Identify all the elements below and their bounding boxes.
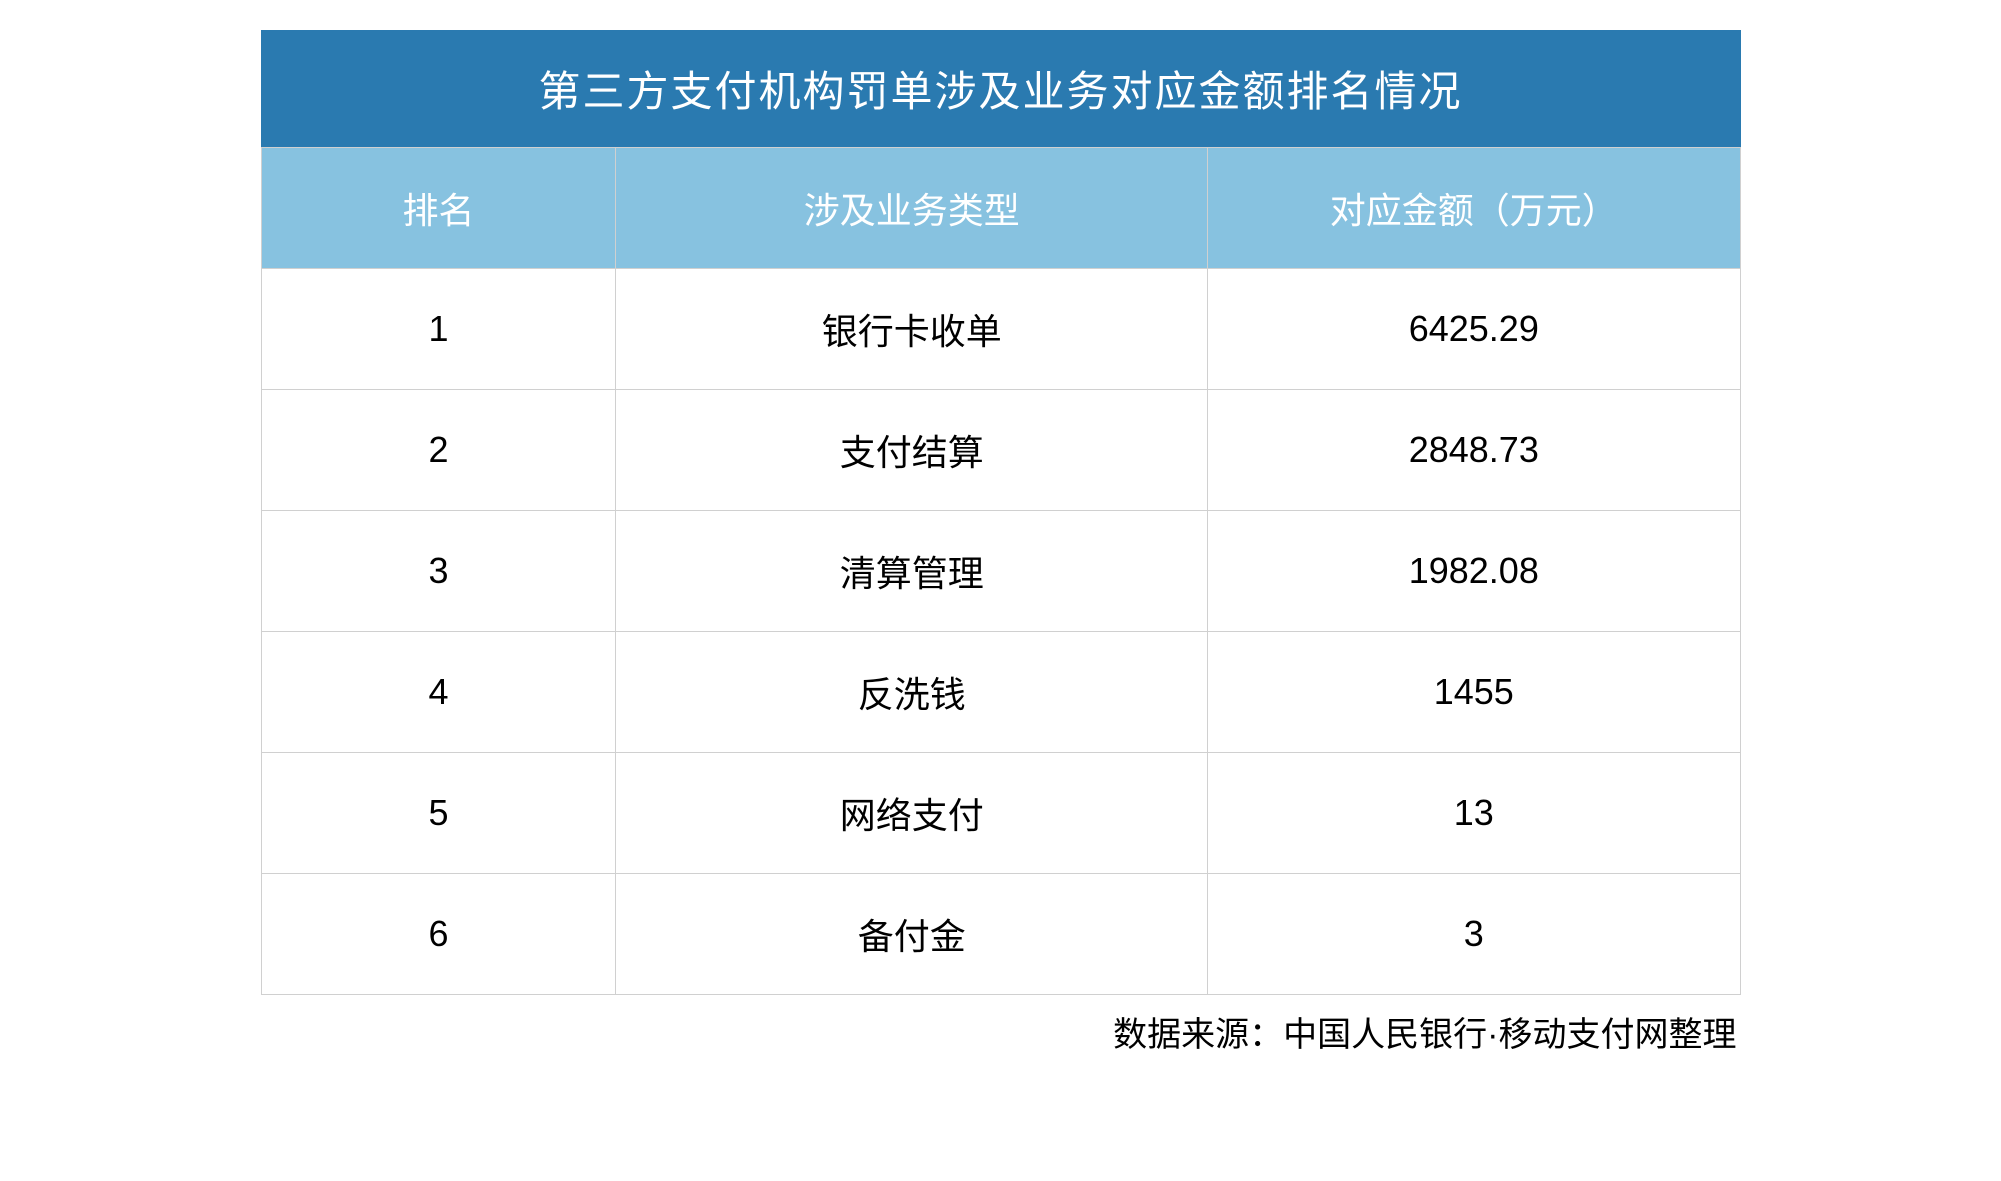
cell-amount: 1982.08 bbox=[1208, 511, 1740, 632]
table-row: 5 网络支付 13 bbox=[261, 753, 1740, 874]
table-row: 6 备付金 3 bbox=[261, 874, 1740, 995]
table-row: 3 清算管理 1982.08 bbox=[261, 511, 1740, 632]
table-row: 1 银行卡收单 6425.29 bbox=[261, 269, 1740, 390]
cell-amount: 1455 bbox=[1208, 632, 1740, 753]
column-header-rank: 排名 bbox=[261, 148, 616, 269]
cell-type: 支付结算 bbox=[616, 390, 1208, 511]
column-header-amount: 对应金额（万元） bbox=[1208, 148, 1740, 269]
cell-amount: 3 bbox=[1208, 874, 1740, 995]
cell-type: 反洗钱 bbox=[616, 632, 1208, 753]
cell-amount: 6425.29 bbox=[1208, 269, 1740, 390]
table-row: 2 支付结算 2848.73 bbox=[261, 390, 1740, 511]
data-source-label: 数据来源：中国人民银行·移动支付网整理 bbox=[261, 995, 1741, 1056]
table-body: 1 银行卡收单 6425.29 2 支付结算 2848.73 3 清算管理 19… bbox=[261, 269, 1740, 995]
cell-type: 备付金 bbox=[616, 874, 1208, 995]
data-table: 排名 涉及业务类型 对应金额（万元） 1 银行卡收单 6425.29 2 支付结… bbox=[261, 147, 1741, 995]
cell-type: 清算管理 bbox=[616, 511, 1208, 632]
cell-rank: 2 bbox=[261, 390, 616, 511]
cell-amount: 2848.73 bbox=[1208, 390, 1740, 511]
table-title: 第三方支付机构罚单涉及业务对应金额排名情况 bbox=[261, 30, 1741, 147]
column-header-type: 涉及业务类型 bbox=[616, 148, 1208, 269]
cell-amount: 13 bbox=[1208, 753, 1740, 874]
cell-rank: 5 bbox=[261, 753, 616, 874]
cell-type: 网络支付 bbox=[616, 753, 1208, 874]
table-header-row: 排名 涉及业务类型 对应金额（万元） bbox=[261, 148, 1740, 269]
table-container: 第三方支付机构罚单涉及业务对应金额排名情况 排名 涉及业务类型 对应金额（万元）… bbox=[261, 30, 1741, 1056]
cell-rank: 6 bbox=[261, 874, 616, 995]
table-row: 4 反洗钱 1455 bbox=[261, 632, 1740, 753]
cell-type: 银行卡收单 bbox=[616, 269, 1208, 390]
cell-rank: 1 bbox=[261, 269, 616, 390]
cell-rank: 4 bbox=[261, 632, 616, 753]
cell-rank: 3 bbox=[261, 511, 616, 632]
